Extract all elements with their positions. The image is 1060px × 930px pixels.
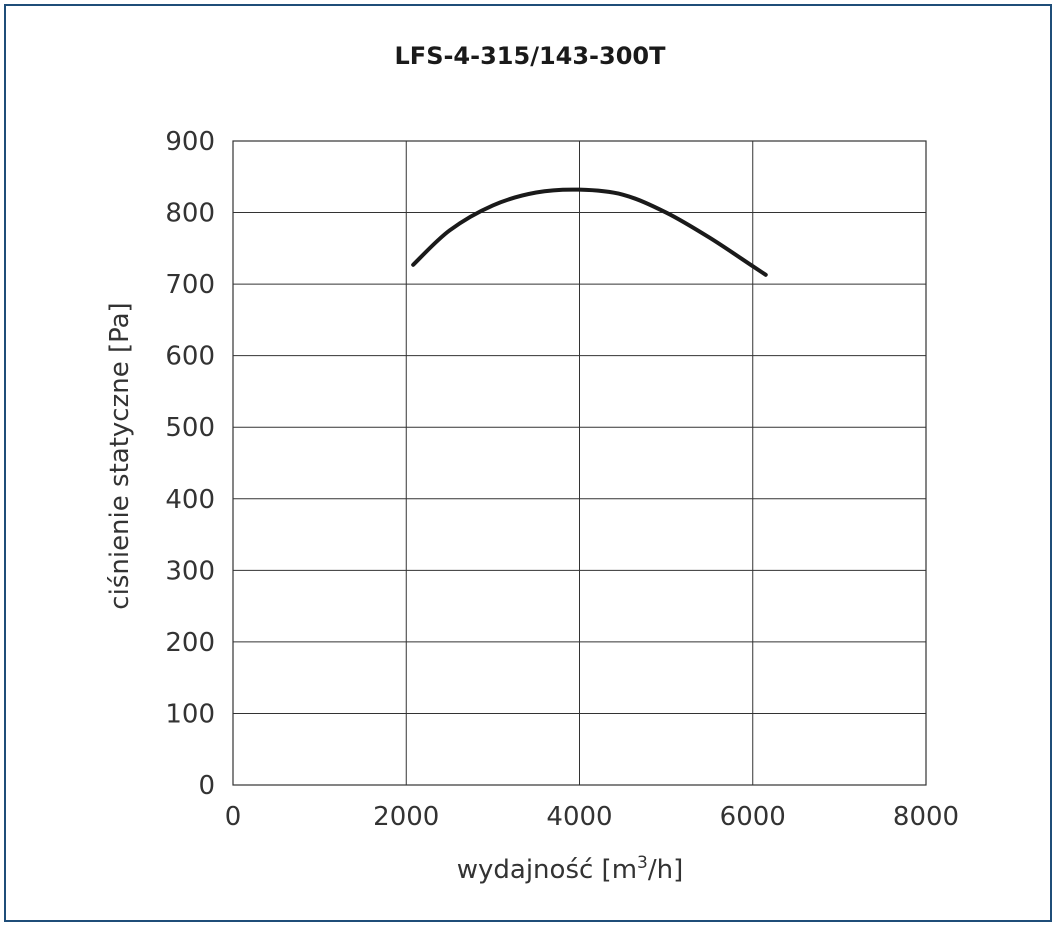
y-tick-label: 800 <box>165 199 215 229</box>
series-line <box>411 187 768 277</box>
y-tick-label: 200 <box>165 628 215 658</box>
y-tick-label: 700 <box>165 270 215 300</box>
x-tick-label: 4000 <box>546 802 612 832</box>
y-tick-label: 500 <box>165 413 215 443</box>
x-axis-label-tail: /h] <box>648 855 683 885</box>
chart-frame <box>4 4 1052 922</box>
x-axis-label-main: wydajność [m <box>457 855 637 885</box>
y-tick-label: 300 <box>165 556 215 586</box>
y-tick-label: 0 <box>198 771 215 801</box>
x-axis-label-sup: 3 <box>637 853 648 873</box>
chart-title: LFS-4-315/143-300T <box>394 42 666 70</box>
chart-grid <box>232 140 927 786</box>
x-tick-label: 2000 <box>373 802 439 832</box>
x-tick-label: 0 <box>225 802 242 832</box>
y-axis-label: ciśnienie statyczne [Pa] <box>105 302 135 609</box>
x-tick-label: 8000 <box>893 802 959 832</box>
y-ticks: 0 100 200 300 400 500 600 700 800 900 <box>165 127 215 801</box>
y-tick-label: 900 <box>165 127 215 157</box>
x-ticks: 0 2000 4000 6000 8000 <box>225 802 959 832</box>
y-tick-label: 100 <box>165 699 215 729</box>
y-tick-label: 400 <box>165 485 215 515</box>
x-tick-label: 6000 <box>720 802 786 832</box>
plot-border <box>232 140 927 786</box>
x-axis-label: wydajność [m3/h] <box>457 853 684 885</box>
y-tick-label: 600 <box>165 342 215 372</box>
